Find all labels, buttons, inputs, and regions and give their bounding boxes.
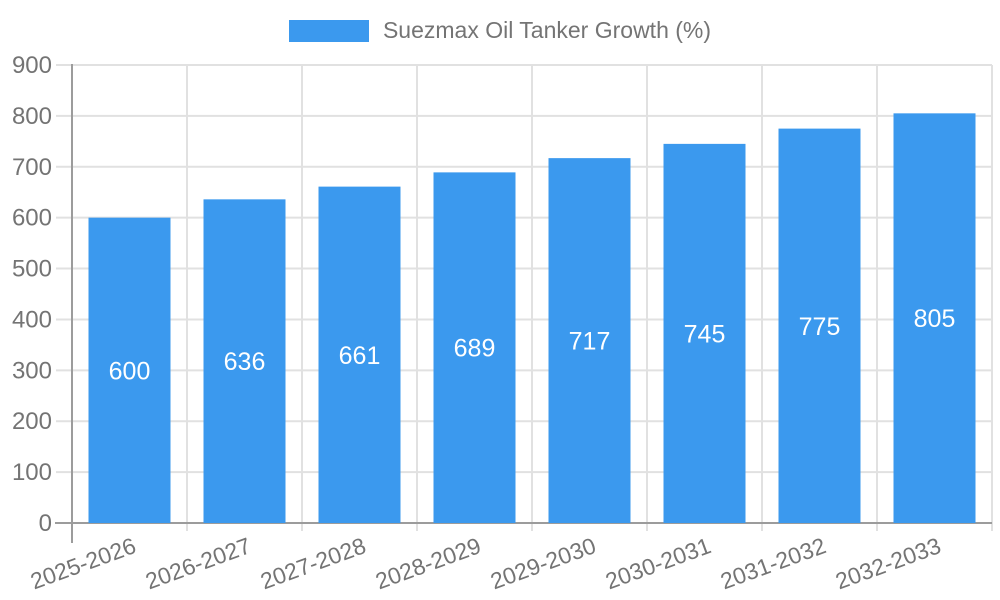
bar-value-label: 600: [109, 357, 151, 385]
bar-value-label: 805: [914, 305, 956, 333]
bar-value-label: 689: [454, 335, 496, 363]
bar-2025-2026[interactable]: [88, 217, 171, 523]
x-axis-labels: 2025-2026 2026-2027 2027-2028 2028-2029 2029…: [27, 532, 944, 594]
y-tick-label: 200: [12, 408, 52, 435]
y-tick-label: 600: [12, 205, 52, 232]
bar-2029-2030[interactable]: [548, 158, 631, 524]
x-tick-label: 2031-2032: [717, 532, 829, 594]
x-tick-label: 2029-2030: [487, 532, 599, 594]
bar-value-label: 775: [799, 313, 841, 341]
bar-2032-2033[interactable]: [893, 113, 976, 523]
y-tick-label: 300: [12, 357, 52, 384]
y-tick-label: 100: [12, 459, 52, 486]
bar-value-labels: 600 636 661 689 717 745 775 805: [109, 305, 956, 385]
y-tick-label: 900: [12, 52, 52, 79]
x-tick-label: 2027-2028: [257, 532, 369, 594]
y-tick-label: 500: [12, 256, 52, 283]
y-tick-label: 800: [12, 103, 52, 130]
bar-value-label: 745: [684, 320, 726, 348]
y-tick-label: 700: [12, 154, 52, 181]
bar-2031-2032[interactable]: [778, 128, 861, 523]
legend[interactable]: Suezmax Oil Tanker Growth (%): [0, 17, 1000, 44]
y-tick-label: 400: [12, 306, 52, 333]
vertical-gridlines: [186, 65, 993, 531]
bar-value-label: 717: [569, 328, 611, 356]
bar-value-label: 661: [339, 342, 381, 370]
legend-label: Suezmax Oil Tanker Growth (%): [382, 17, 712, 43]
bar-2026-2027[interactable]: [203, 199, 286, 523]
bar-2027-2028[interactable]: [318, 186, 401, 523]
y-tick-label: 0: [39, 510, 52, 537]
x-tick-label: 2028-2029: [372, 532, 484, 594]
bar-value-label: 636: [224, 348, 266, 376]
x-tick-label: 2030-2031: [602, 532, 714, 594]
y-axis-labels: 0 100 200 300 400 500 600 700 800 900: [12, 52, 52, 537]
bars-group: [88, 113, 976, 524]
bar-2030-2031[interactable]: [663, 143, 746, 523]
x-tick-label: 2032-2033: [832, 532, 944, 594]
x-tick-label: 2026-2027: [142, 532, 254, 594]
bar-2028-2029[interactable]: [433, 172, 516, 523]
x-tick-label: 2025-2026: [27, 532, 139, 594]
legend-swatch: [288, 19, 369, 42]
